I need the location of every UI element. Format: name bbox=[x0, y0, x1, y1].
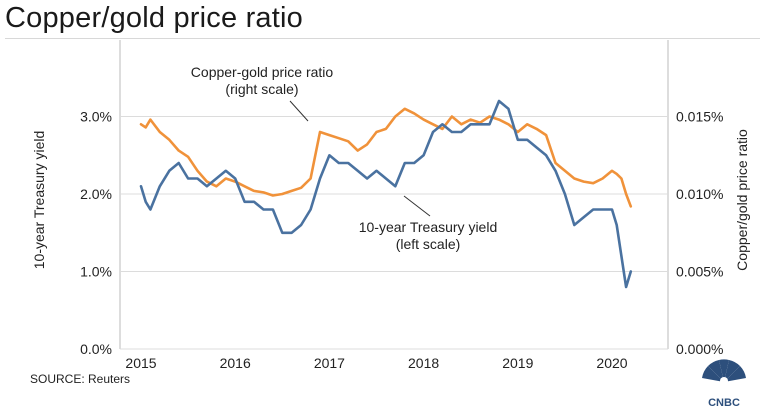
x-tick-label: 2019 bbox=[502, 355, 533, 371]
x-tick-label: 2015 bbox=[125, 355, 156, 371]
x-tick-label: 2017 bbox=[314, 355, 345, 371]
series-lines bbox=[139, 99, 633, 289]
ratio-annotation-pointer bbox=[289, 100, 309, 122]
gridlines bbox=[119, 40, 669, 350]
left-tick-label: 3.0% bbox=[80, 109, 112, 125]
ratio-annotation-line2: (right scale) bbox=[225, 81, 298, 97]
yield-annotation-line2: (left scale) bbox=[396, 236, 461, 252]
right-tick-label: 0.015% bbox=[676, 109, 723, 125]
right-tick-label: 0.010% bbox=[676, 186, 723, 202]
x-tick-label: 2016 bbox=[220, 355, 251, 371]
left-axis-ticks: 0.0% 1.0% 2.0% 3.0% bbox=[80, 109, 112, 358]
copper-gold-ratio-line bbox=[139, 107, 633, 208]
cnbc-peacock-logo: CNBC bbox=[702, 359, 746, 409]
right-axis-label: Copper/gold price ratio bbox=[734, 129, 750, 271]
yield-annotation-pointer bbox=[403, 195, 431, 217]
source-note: SOURCE: Reuters bbox=[30, 372, 131, 386]
svg-text:CNBC: CNBC bbox=[708, 397, 740, 409]
left-tick-label: 1.0% bbox=[80, 264, 112, 280]
treasury-yield-line bbox=[139, 99, 633, 289]
chart-title: Copper/gold price ratio bbox=[5, 2, 303, 34]
x-tick-label: 2020 bbox=[596, 355, 627, 371]
right-tick-label: 0.005% bbox=[676, 264, 723, 280]
title-divider bbox=[5, 38, 760, 39]
ratio-annotation-line1: Copper-gold price ratio bbox=[191, 64, 334, 80]
right-tick-label: 0.000% bbox=[676, 341, 723, 357]
x-tick-label: 2018 bbox=[408, 355, 439, 371]
left-axis-label: 10-year Treasury yield bbox=[31, 131, 47, 270]
left-tick-label: 0.0% bbox=[80, 341, 112, 357]
left-tick-label: 2.0% bbox=[80, 186, 112, 202]
yield-annotation-line1: 10-year Treasury yield bbox=[359, 219, 498, 235]
x-axis-ticks: 2015 2016 2017 2018 2019 2020 bbox=[125, 355, 627, 371]
right-axis-ticks: 0.000% 0.005% 0.010% 0.015% bbox=[676, 109, 723, 358]
